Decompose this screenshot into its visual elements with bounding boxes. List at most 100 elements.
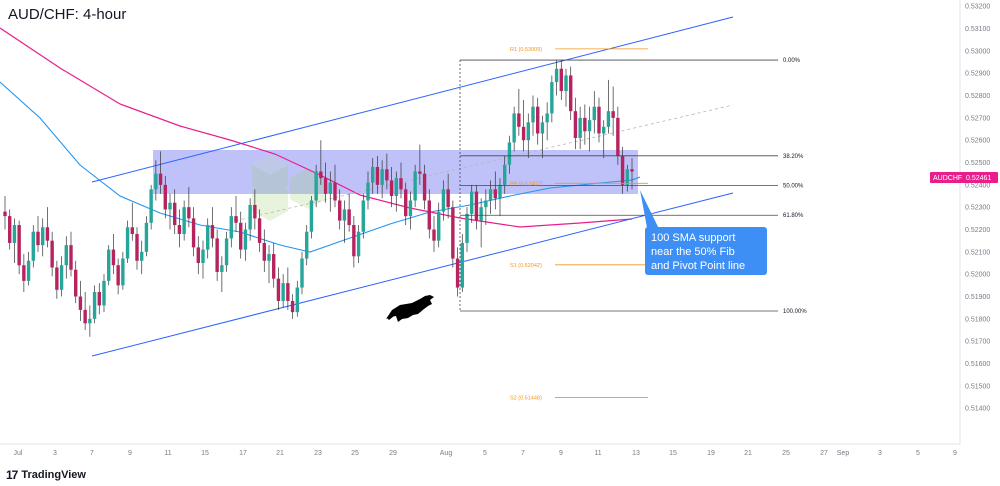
candle-body <box>201 249 205 264</box>
candle <box>564 68 568 107</box>
candle-body <box>592 106 596 121</box>
candle <box>559 59 563 101</box>
candle-body <box>239 222 243 250</box>
candle-body <box>187 207 191 219</box>
candle-body <box>333 182 337 201</box>
candle <box>45 207 50 248</box>
candle-body <box>437 211 441 241</box>
candle <box>526 113 530 159</box>
candle-body <box>290 300 295 313</box>
candle <box>380 160 384 199</box>
channel-midline <box>229 104 734 223</box>
candle <box>437 202 441 248</box>
candle <box>460 233 464 293</box>
y-tick-label: 0.53200 <box>965 4 990 11</box>
candle <box>545 102 549 141</box>
x-tick-label: 3 <box>878 450 882 457</box>
candle-body <box>8 216 12 243</box>
candle-body <box>319 171 323 179</box>
candle-body <box>394 178 398 197</box>
candle-body <box>262 242 266 261</box>
candle-body <box>158 173 163 185</box>
candle <box>554 59 559 96</box>
x-tick-label: 11 <box>594 450 601 457</box>
candle <box>243 222 248 261</box>
y-tick-label: 0.51900 <box>965 294 990 301</box>
candle-body <box>512 113 516 143</box>
candle <box>573 97 578 150</box>
candle-body <box>229 216 233 239</box>
candle-body <box>69 245 73 270</box>
candle-body <box>564 75 568 92</box>
annotation-callout: 100 SMA support near the 50% Fib and Piv… <box>640 190 767 275</box>
candle-body <box>191 218 196 248</box>
candle <box>531 95 535 136</box>
candle-body <box>210 225 215 239</box>
x-tick-label: 15 <box>669 450 677 457</box>
candle-body <box>88 318 92 324</box>
candle-body <box>220 265 224 272</box>
y-tick-label: 0.52000 <box>965 272 990 279</box>
candle-body <box>338 200 342 221</box>
candle-body <box>371 166 375 183</box>
candle-body <box>540 122 545 134</box>
candle <box>413 164 417 208</box>
candle-body <box>31 231 35 261</box>
candle-body <box>22 265 26 281</box>
candle <box>107 245 111 286</box>
y-tick-label: 0.52900 <box>965 71 990 78</box>
candle <box>116 258 120 295</box>
candle <box>602 120 606 159</box>
candle <box>389 166 394 208</box>
candle <box>323 162 328 203</box>
y-tick-label: 0.52600 <box>965 138 990 145</box>
candle-body <box>484 200 488 208</box>
candle-body <box>488 189 493 201</box>
candle <box>210 207 215 248</box>
current-price-tag: AUDCHF 0.52461 <box>930 172 998 183</box>
candle-body <box>111 249 116 266</box>
candle <box>550 75 554 123</box>
fib-level-label: 0.00% <box>783 58 801 64</box>
x-tick-label: 21 <box>744 450 752 457</box>
candle-body <box>267 254 271 261</box>
candle <box>69 231 73 277</box>
candle <box>408 191 413 230</box>
candle <box>154 160 158 201</box>
candle <box>257 209 262 252</box>
candle <box>92 285 97 324</box>
candle <box>446 173 450 219</box>
y-tick-label: 0.51400 <box>965 406 990 413</box>
candle <box>78 280 83 322</box>
candle <box>394 171 398 212</box>
candle-body <box>177 225 182 234</box>
candle-body <box>446 189 450 208</box>
candle-body <box>470 191 474 214</box>
fib-level-label: 100.00% <box>783 309 807 315</box>
candle <box>606 79 611 134</box>
candle <box>441 180 446 221</box>
y-tick-label: 0.51500 <box>965 383 990 390</box>
candle <box>592 91 596 134</box>
x-tick-label: 9 <box>128 450 132 457</box>
candle <box>286 267 290 310</box>
candle <box>371 158 375 194</box>
y-tick-label: 0.52700 <box>965 115 990 122</box>
candle-body <box>107 249 111 281</box>
candle-body <box>248 204 252 230</box>
candle <box>262 229 266 272</box>
candle-body <box>206 225 210 250</box>
candle-body <box>606 111 611 127</box>
brand-name: TradingView <box>21 469 86 481</box>
x-tick-label: 3 <box>53 450 57 457</box>
candle <box>281 274 285 308</box>
candle <box>50 231 54 277</box>
candle-body <box>276 278 281 301</box>
candle <box>220 256 224 293</box>
candle-body <box>380 169 384 185</box>
candle <box>451 200 455 268</box>
candle <box>587 106 592 152</box>
y-tick-label: 0.53000 <box>965 48 990 55</box>
candle <box>149 184 153 230</box>
